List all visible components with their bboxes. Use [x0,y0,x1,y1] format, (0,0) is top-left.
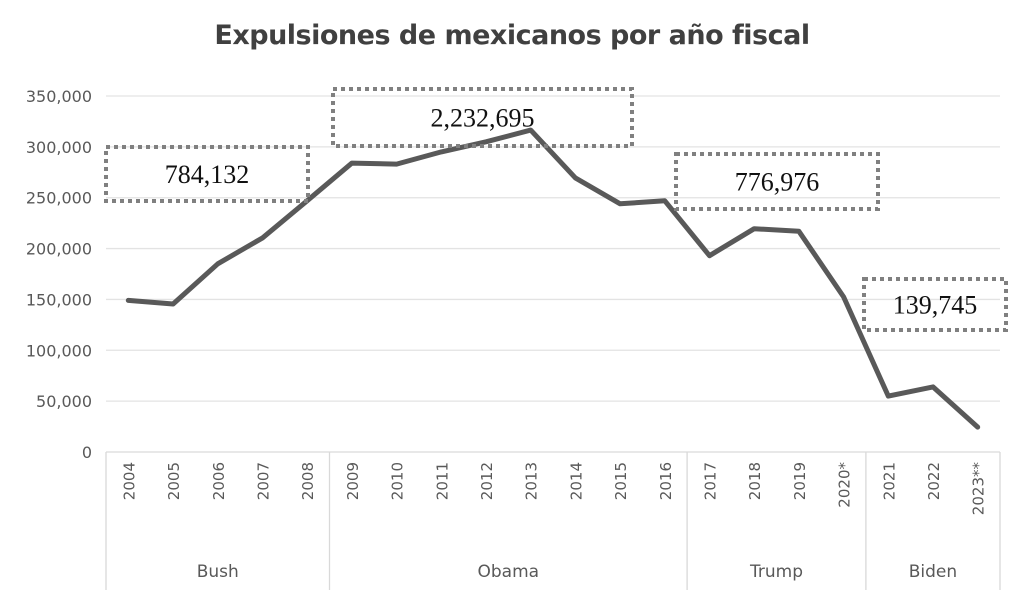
x-tick-label: 2016 [657,462,675,500]
x-tick-label: 2010 [389,462,407,500]
x-tick-label: 2017 [701,462,719,500]
x-tick-label: 2005 [165,462,183,500]
y-tick-label: 50,000 [36,392,92,411]
annotation-value: 776,976 [735,168,820,197]
annotation-bush: 784,132 [104,145,310,203]
y-tick-label: 300,000 [26,138,92,157]
x-tick-label: 2011 [433,462,451,500]
group-label-trump: Trump [749,562,803,582]
y-tick-label: 150,000 [26,290,92,309]
x-tick-label: 2018 [746,462,764,500]
x-tick-label: 2007 [254,462,272,500]
x-tick-label: 2021 [880,462,898,500]
y-tick-label: 200,000 [26,240,92,259]
y-tick-label: 250,000 [26,189,92,208]
x-tick-label: 2023** [970,462,988,516]
y-axis: 0 50,000 100,000 150,000 200,000 250,000 300,0… [26,87,92,462]
series-line-expulsiones [125,127,981,430]
series-line [125,127,981,430]
annotation-value: 139,745 [893,291,978,320]
chart-title: Expulsiones de mexicanos por año fiscal [214,20,810,51]
annotation-box [862,277,1008,332]
annotation-value: 784,132 [165,160,250,189]
x-axis: 2004 2005 2006 2007 2008 2009 2010 2011 2012 2013… [105,451,1001,590]
x-tick-label: 2008 [299,462,317,500]
annotation-trump: 776,976 [674,152,880,211]
x-tick-label: 2019 [791,462,809,500]
x-tick-label: 2012 [478,462,496,500]
x-tick-label: 2006 [210,462,228,500]
x-tick-label: 2015 [612,462,630,500]
annotation-biden: 139,745 [862,277,1008,332]
y-tick-label: 350,000 [26,87,92,106]
x-tick-label: 2009 [344,462,362,500]
group-label-obama: Obama [478,562,540,582]
annotation-value: 2,232,695 [431,104,535,133]
x-tick-label: 2022 [925,462,943,500]
x-tick-label: 2004 [120,462,138,500]
y-tick-label: 100,000 [26,341,92,360]
group-label-bush: Bush [197,562,239,582]
y-tick-label: 0 [82,443,92,462]
annotation-obama: 2,232,695 [331,87,634,148]
annotation-box [331,87,634,148]
x-tick-label: 2014 [567,462,585,500]
x-tick-label: 2013 [523,462,541,500]
group-label-biden: Biden [909,562,957,582]
x-tick-label: 2020* [836,462,854,508]
annotations: 784,132 2,232,695 776,976 139,745 [104,87,1008,332]
